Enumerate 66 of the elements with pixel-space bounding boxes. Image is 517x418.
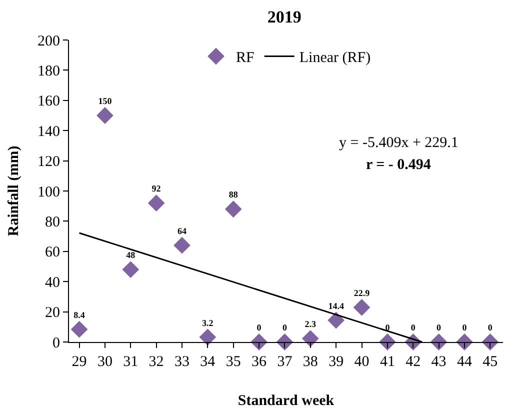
x-tick-label: 35 [226, 354, 241, 370]
x-tick-label: 31 [123, 354, 138, 370]
annotation: r = - 0.494 [366, 157, 432, 173]
x-tick-label: 29 [72, 354, 87, 370]
y-tick-label: 0 [52, 335, 60, 352]
data-label: 0 [436, 322, 442, 333]
data-label: 0 [256, 322, 262, 333]
data-label: 22.9 [354, 288, 370, 298]
data-label: 88 [228, 190, 238, 200]
annotation: y = -5.409x + 229.1 [339, 135, 458, 151]
point [224, 200, 242, 218]
data-label: 0 [282, 322, 288, 333]
point [148, 194, 165, 212]
point [328, 312, 345, 329]
x-tick-label: 45 [482, 354, 498, 370]
x-tick-label: 33 [174, 354, 190, 370]
y-axis-title: Rainfall (mm) [6, 146, 22, 236]
data-label: 64 [177, 226, 187, 236]
point [70, 320, 88, 338]
point [378, 334, 396, 350]
x-tick-label: 32 [148, 354, 164, 370]
x-tick-label: 38 [302, 354, 318, 370]
data-label: 0 [488, 322, 493, 333]
x-tick-label: 30 [97, 354, 112, 370]
data-label: 3.2 [202, 318, 214, 328]
x-tick-label: 36 [252, 354, 268, 370]
y-tick-label: 140 [38, 124, 60, 140]
point [96, 107, 114, 124]
y-tick-label: 80 [45, 214, 60, 230]
data-label: 48 [126, 250, 136, 260]
point [482, 334, 499, 350]
x-tick-label: 37 [277, 354, 293, 370]
data-label: 0 [410, 322, 416, 333]
data-label: 92 [152, 184, 162, 194]
legend-label: RF [236, 50, 254, 66]
chart-title: 2019 [267, 7, 302, 26]
data-label: 2.3 [304, 319, 317, 330]
x-tick-label: 43 [431, 354, 446, 370]
y-tick-label: 200 [38, 33, 60, 50]
x-tick-label: 44 [456, 354, 472, 370]
x-tick-label: 39 [328, 354, 344, 370]
point [353, 298, 370, 316]
data-label: 14.4 [328, 300, 344, 311]
point [302, 330, 319, 347]
y-tick-label: 40 [45, 274, 60, 291]
y-tick-label: 160 [38, 94, 60, 110]
x-tick-label: 42 [406, 354, 421, 370]
x-tick-label: 34 [200, 354, 216, 370]
point [174, 236, 190, 254]
point [122, 261, 140, 278]
y-tick-label: 60 [45, 244, 60, 261]
y-tick-label: 100 [38, 184, 60, 200]
y-tick-label: 120 [38, 154, 60, 170]
point [276, 334, 294, 350]
point [199, 328, 216, 346]
x-tick-label: 41 [380, 354, 395, 370]
data-label: 150 [98, 96, 112, 106]
point [430, 334, 448, 350]
x-tick-label: 40 [354, 354, 370, 370]
legend-label: Linear (RF) [299, 50, 371, 66]
data-label: 8.4 [74, 310, 86, 320]
y-tick-label: 20 [45, 305, 60, 322]
data-label: 0 [462, 322, 468, 333]
x-axis-title: Standard week [238, 393, 335, 409]
data-label: 0 [385, 322, 390, 333]
y-tick-label: 180 [38, 63, 60, 80]
